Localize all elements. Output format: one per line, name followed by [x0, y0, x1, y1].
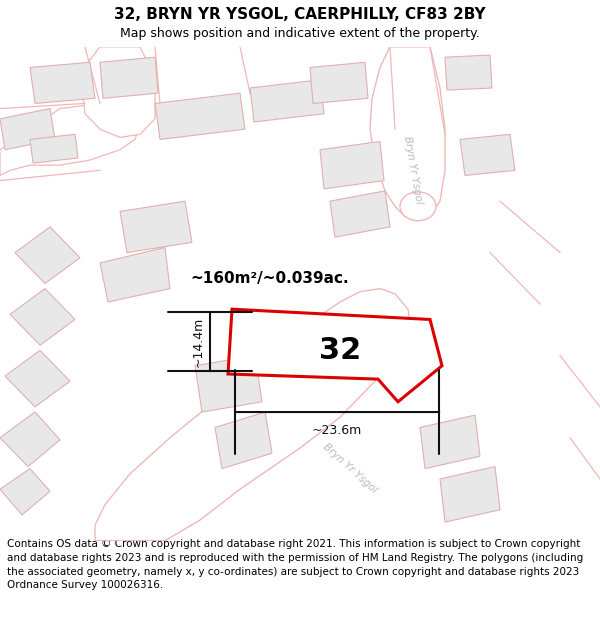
Ellipse shape — [400, 192, 436, 221]
Polygon shape — [0, 469, 50, 515]
Polygon shape — [460, 134, 515, 176]
Polygon shape — [5, 351, 70, 407]
Polygon shape — [228, 309, 442, 402]
Polygon shape — [370, 47, 445, 219]
Polygon shape — [330, 191, 390, 237]
Polygon shape — [100, 248, 170, 302]
Polygon shape — [120, 201, 192, 252]
Polygon shape — [155, 93, 245, 139]
Polygon shape — [445, 55, 492, 90]
Polygon shape — [100, 57, 158, 98]
Text: ~14.4m: ~14.4m — [192, 316, 205, 367]
Text: Bryn Yr Ysgol: Bryn Yr Ysgol — [321, 442, 379, 496]
Text: Bryn Yr Ysgol: Bryn Yr Ysgol — [402, 136, 424, 205]
Polygon shape — [250, 80, 324, 122]
Polygon shape — [215, 412, 272, 469]
Polygon shape — [95, 289, 410, 541]
Polygon shape — [195, 356, 262, 412]
Polygon shape — [30, 62, 95, 104]
Polygon shape — [10, 289, 75, 345]
Text: Contains OS data © Crown copyright and database right 2021. This information is : Contains OS data © Crown copyright and d… — [7, 539, 583, 590]
Polygon shape — [0, 109, 55, 150]
Polygon shape — [82, 47, 155, 138]
Text: 32: 32 — [319, 336, 361, 365]
Polygon shape — [310, 62, 368, 104]
Polygon shape — [15, 227, 80, 284]
Text: Map shows position and indicative extent of the property.: Map shows position and indicative extent… — [120, 27, 480, 40]
Polygon shape — [0, 412, 60, 466]
Text: ~23.6m: ~23.6m — [312, 424, 362, 438]
Text: ~160m²/~0.039ac.: ~160m²/~0.039ac. — [190, 271, 349, 286]
Polygon shape — [0, 104, 140, 176]
Polygon shape — [440, 466, 500, 522]
Polygon shape — [30, 134, 78, 163]
Text: 32, BRYN YR YSGOL, CAERPHILLY, CF83 2BY: 32, BRYN YR YSGOL, CAERPHILLY, CF83 2BY — [114, 7, 486, 22]
Polygon shape — [420, 415, 480, 469]
Polygon shape — [320, 141, 384, 189]
